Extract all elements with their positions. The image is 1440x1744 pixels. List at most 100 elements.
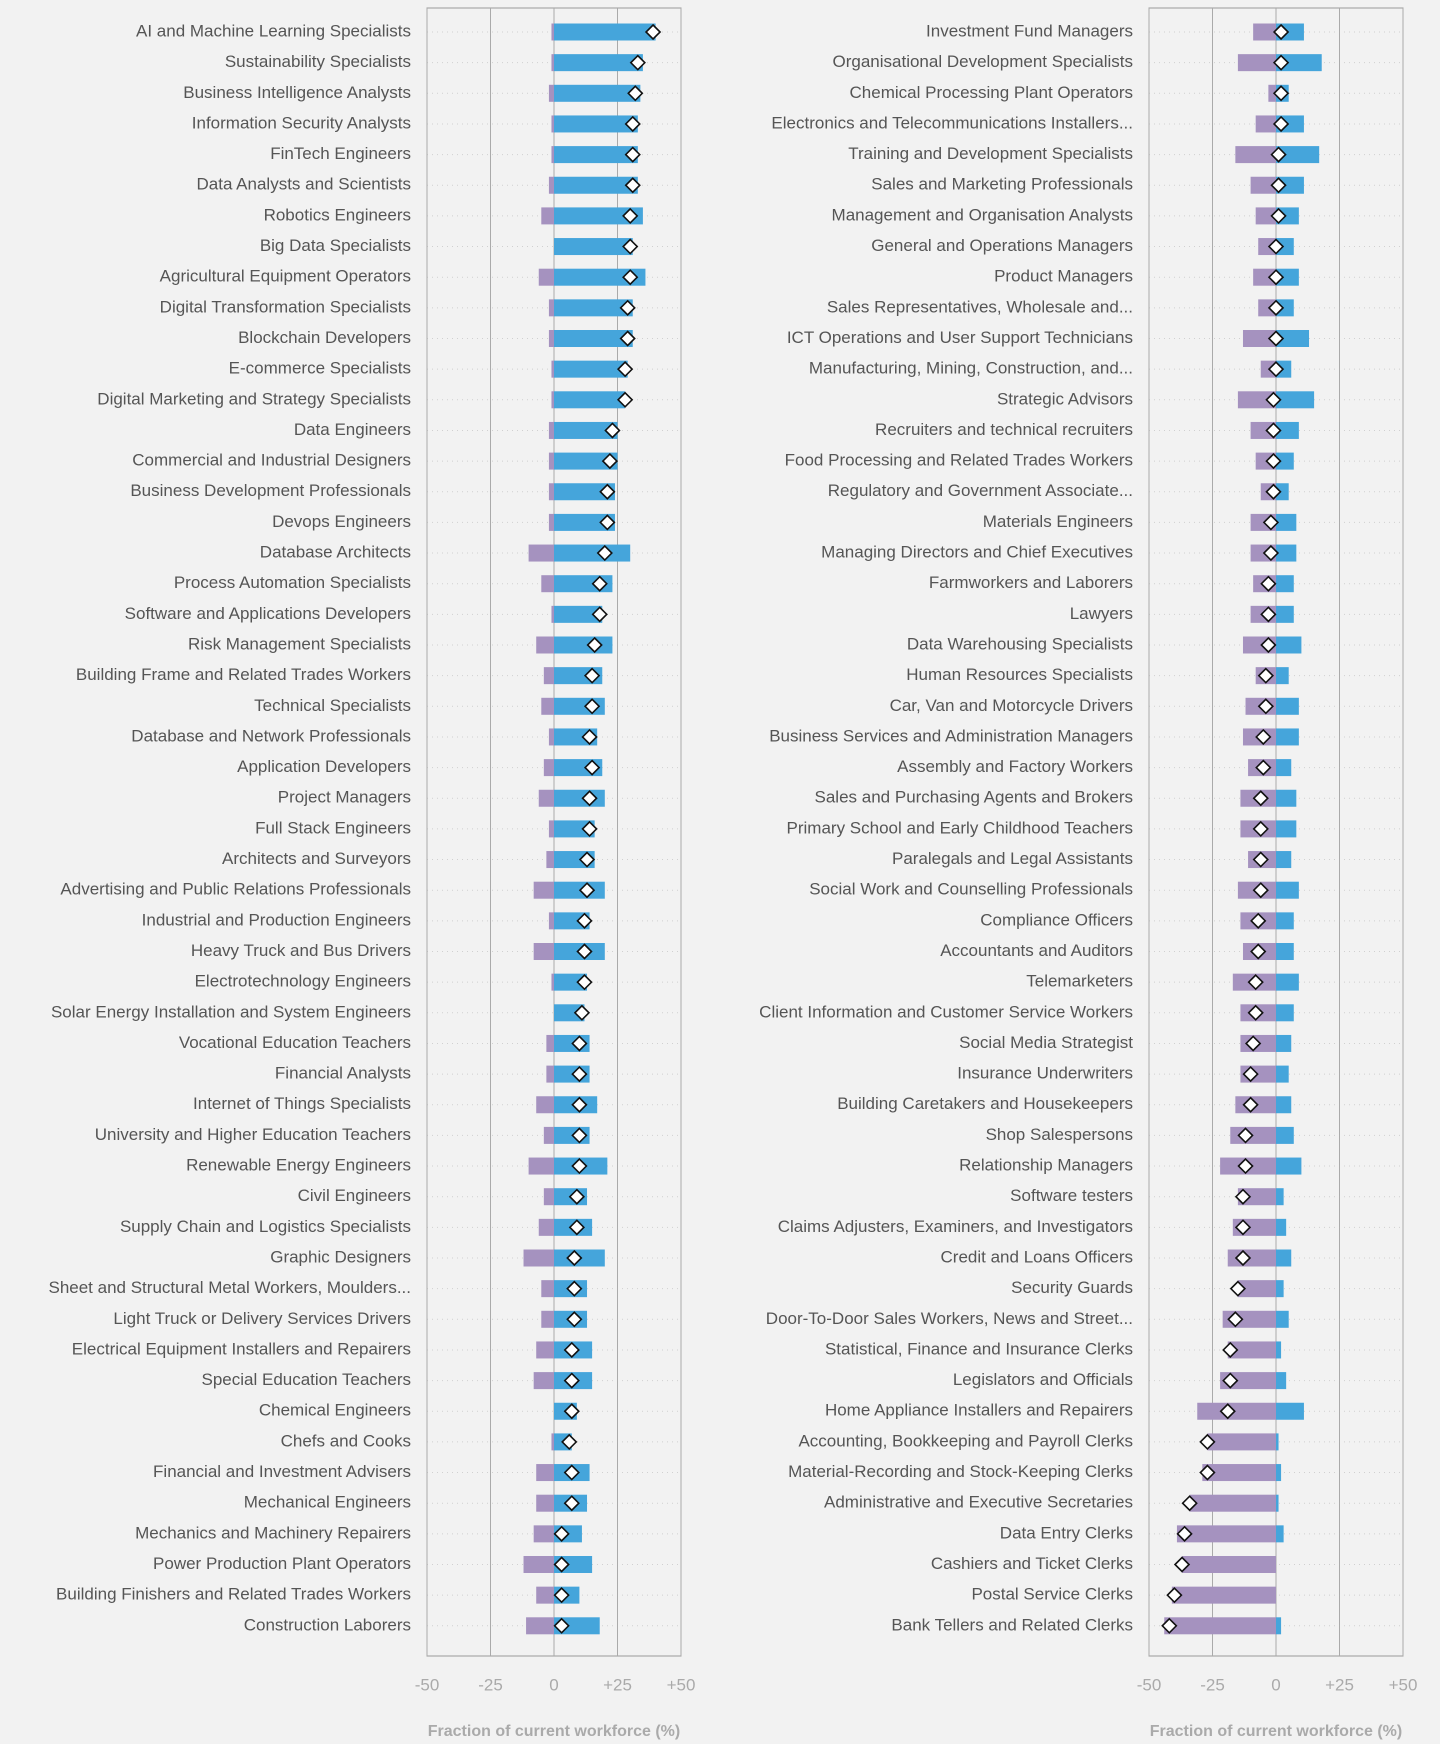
net-marker [1252,790,1269,807]
net-marker [604,422,621,439]
category-label: Social Media Strategist [959,1033,1133,1052]
category-label: Architects and Surveyors [222,849,411,868]
net-marker [1260,606,1277,623]
bar [1276,330,1310,347]
bar [1237,1188,1276,1206]
bar [1276,575,1294,593]
category-label: Database Architects [260,543,411,562]
net-marker [599,514,616,531]
category-label: Robotics Engineers [264,205,411,224]
net-marker [1199,1464,1216,1481]
net-marker [583,759,601,776]
category-label: Telemarketers [1026,972,1133,991]
category-label: Home Appliance Installers and Repairers [825,1401,1133,1420]
bar [536,636,554,654]
bar [541,697,554,715]
category-label: Civil Engineers [298,1186,411,1205]
net-marker [601,452,619,470]
bar [1276,1617,1282,1635]
net-marker [616,361,634,378]
net-marker [581,790,598,807]
net-marker [1247,974,1264,991]
net-marker [591,606,608,623]
category-label: Sustainability Specialists [225,52,411,71]
bar [554,54,643,72]
net-marker [619,330,636,347]
net-marker [624,177,641,194]
bar [546,1065,554,1083]
net-marker [624,146,641,163]
net-marker [563,1495,580,1512]
category-label: Vocational Education Teachers [179,1033,411,1052]
net-marker [644,23,662,41]
category-label: Management and Organisation Analysts [832,205,1133,224]
net-marker [1272,115,1290,133]
bar [528,1157,554,1175]
category-label: Assembly and Factory Workers [897,757,1133,776]
net-marker [1173,1556,1191,1573]
net-marker [1219,1403,1236,1420]
category-label: University and Higher Education Teachers [95,1125,411,1144]
bar [1276,54,1322,72]
net-marker [586,636,603,654]
bar [554,636,613,654]
category-label: Special Education Teachers [202,1370,412,1389]
bar [533,1525,554,1543]
bar [1276,881,1299,899]
category-label: Organisational Development Specialists [833,52,1134,71]
net-marker [553,1556,570,1573]
net-marker [561,1433,578,1451]
net-marker [622,238,639,255]
bar [546,1034,554,1052]
category-label: Sheet and Structural Metal Workers, Moul… [48,1278,411,1297]
net-marker [1262,544,1280,562]
category-label: Human Resources Specialists [906,665,1133,684]
category-label: Lawyers [1070,604,1133,623]
x-tick-label: 0 [1271,1675,1280,1694]
bar [1276,1004,1294,1022]
category-label: Database and Network Professionals [131,726,411,745]
bar [548,728,554,746]
category-label: Mechanics and Machinery Repairers [135,1523,411,1542]
category-label: Technical Specialists [254,696,411,715]
x-tick-label: -50 [1137,1675,1162,1694]
category-label: Building Finishers and Related Trades Wo… [56,1585,411,1604]
category-label: Heavy Truck and Bus Drivers [191,941,411,960]
net-marker [1234,1188,1252,1205]
category-label: Training and Development Specialists [848,144,1133,163]
bar [1255,207,1276,225]
category-label: Electrical Equipment Installers and Repa… [72,1339,411,1358]
bar [533,881,554,899]
category-label: ICT Operations and User Support Technici… [787,328,1133,347]
bar [1276,1310,1289,1328]
category-label: Sales and Purchasing Agents and Brokers [815,788,1133,807]
net-marker [616,391,634,408]
category-label: Security Guards [1011,1278,1133,1297]
category-label: Product Managers [994,267,1133,286]
net-marker [553,1587,570,1604]
bar [1258,299,1276,317]
category-label: Statistical, Finance and Insurance Clerk… [825,1339,1133,1358]
category-label: Software testers [1010,1186,1133,1205]
bar [551,973,554,991]
net-marker [563,1464,580,1481]
net-marker [573,1004,591,1021]
net-marker [1242,1096,1259,1113]
bar [533,1372,554,1390]
net-marker [1176,1525,1193,1542]
bar [541,575,554,593]
bar [1276,636,1302,654]
bar [548,299,554,317]
net-marker [622,207,639,225]
bar [554,513,615,531]
bar [554,544,631,562]
net-marker [1265,483,1282,500]
bar [543,759,554,777]
bar [541,1310,554,1328]
bar [554,330,633,347]
net-marker [1229,1280,1247,1297]
net-marker [1272,54,1290,71]
net-marker [624,115,641,133]
bar [1276,1188,1284,1206]
bar [1276,268,1299,286]
